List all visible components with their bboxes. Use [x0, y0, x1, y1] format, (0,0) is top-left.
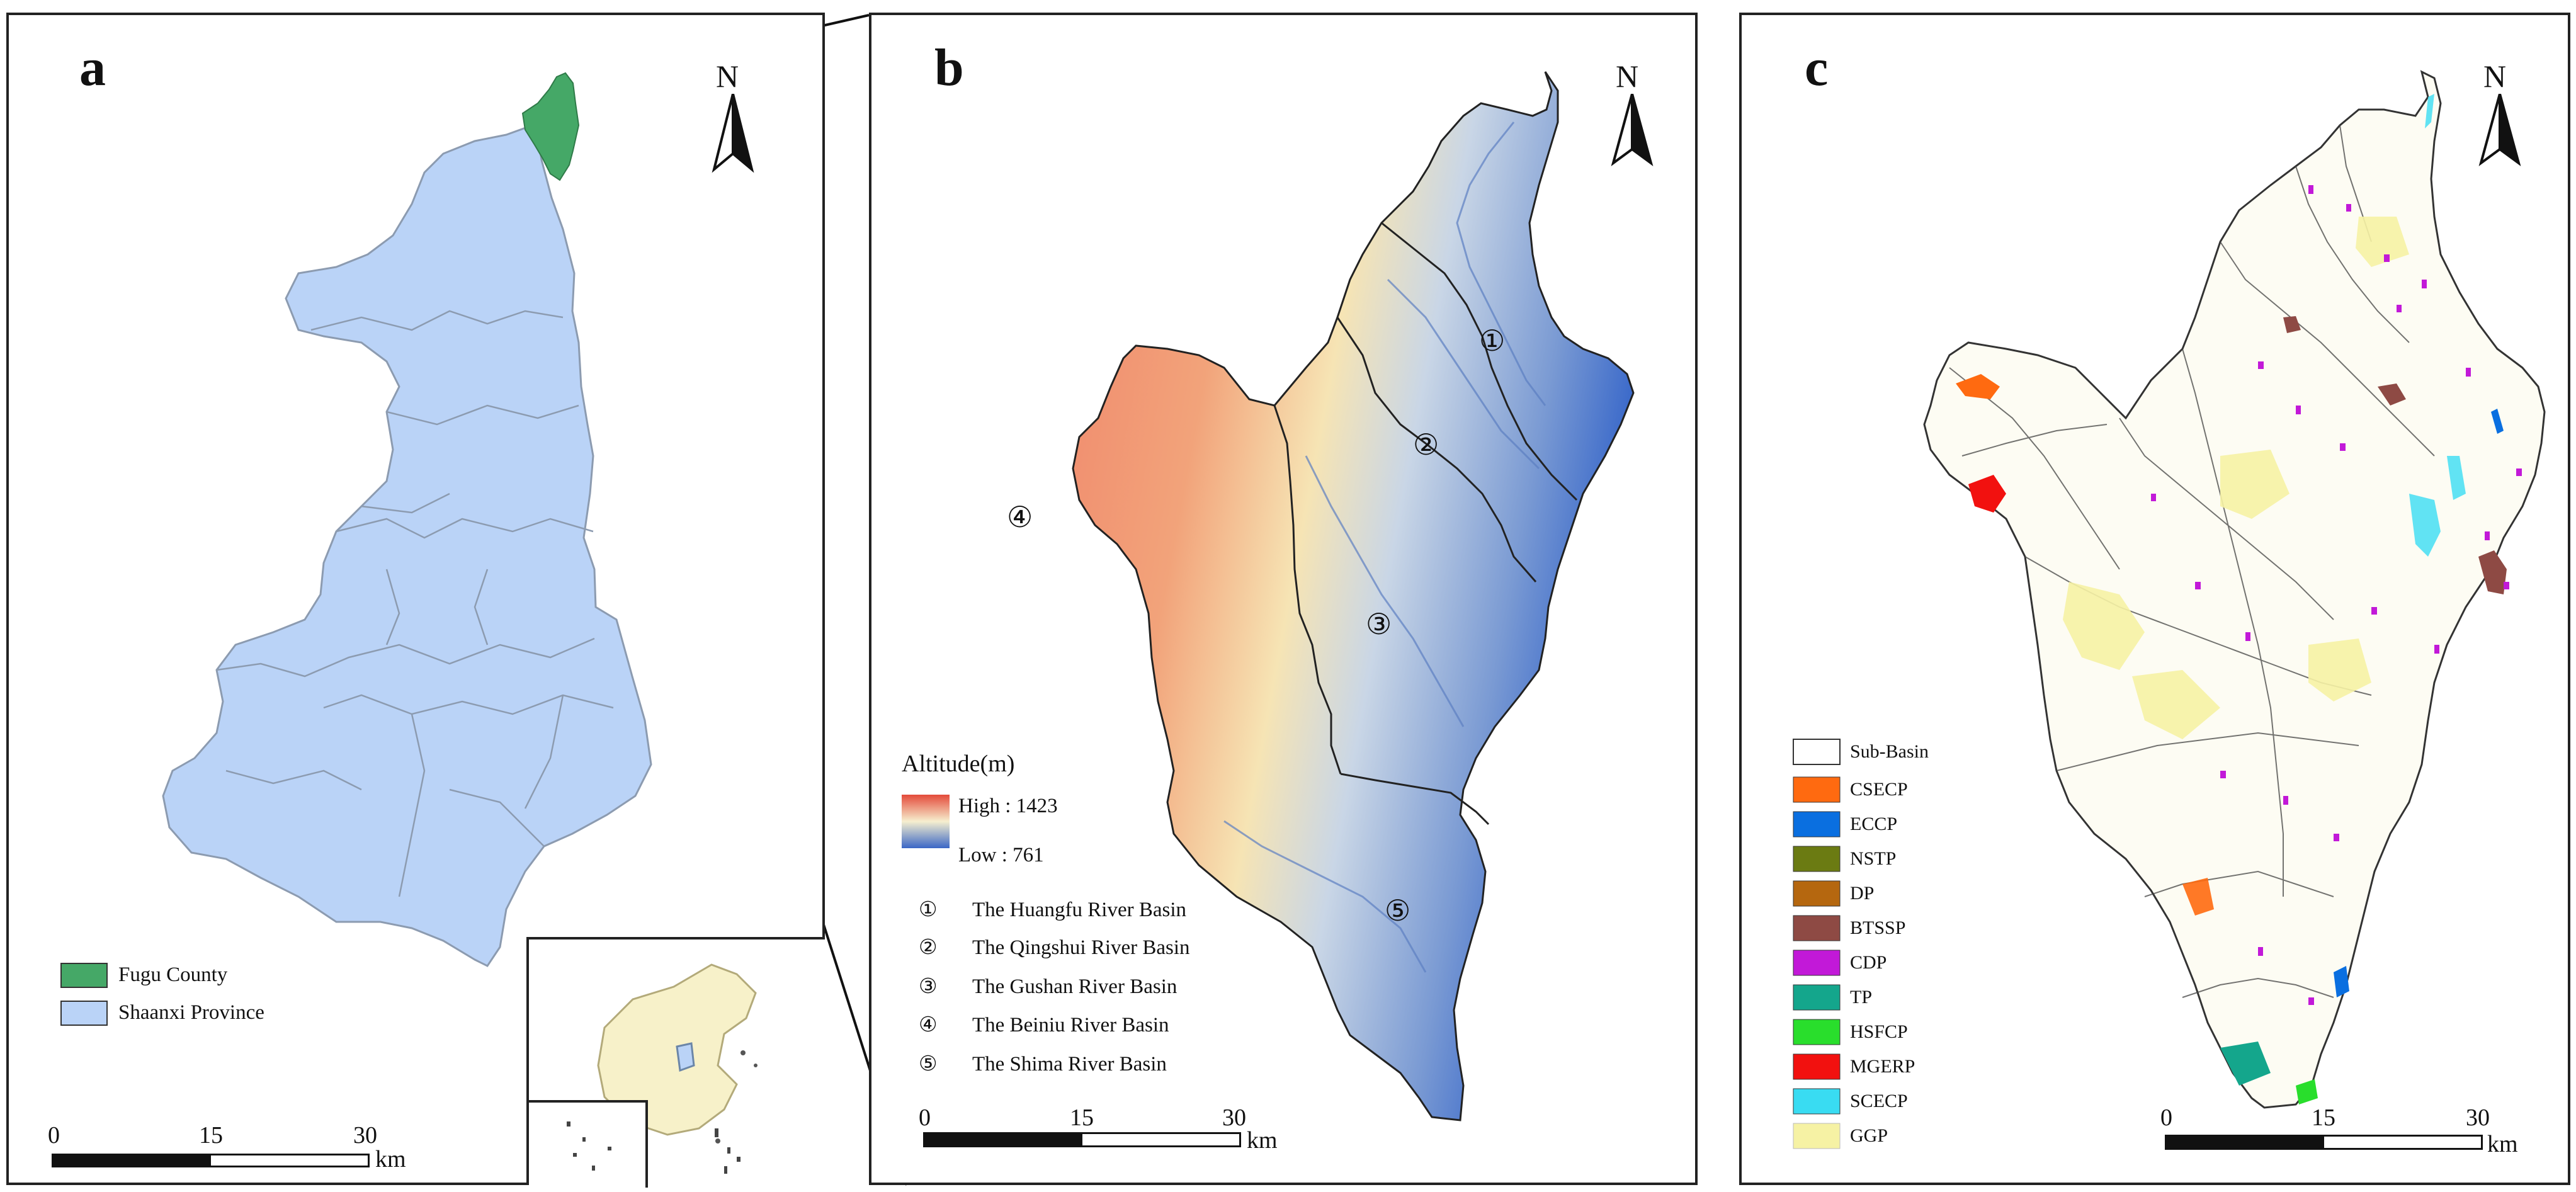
fugu-county-highlight: [521, 72, 580, 181]
panel-b-elevation-map: b: [869, 13, 1698, 1185]
basin-legend-num-1: ①: [919, 899, 938, 921]
basin-legend-name-4: The Beiniu River Basin: [972, 1014, 1169, 1036]
north-label-b: N: [1616, 59, 1639, 94]
scale-bar-b: [923, 1132, 1241, 1147]
basin-legend-num-3: ③: [919, 975, 938, 998]
legend-label-scecp: SCECP: [1850, 1091, 1908, 1111]
scale-tick-a-30: 30: [353, 1122, 377, 1149]
scale-tick-b-15: 15: [1070, 1104, 1094, 1131]
basin-legend-name-1: The Huangfu River Basin: [972, 899, 1187, 921]
soil-conservation-measures-map: [1793, 70, 2546, 1149]
altitude-legend-title: Altitude(m): [902, 751, 1015, 777]
legend-label-nstp: NSTP: [1850, 848, 1897, 869]
scale-tick-b-30: 30: [1222, 1104, 1246, 1131]
basin-legend-name-5: The Shima River Basin: [972, 1053, 1167, 1076]
scale-unit-b: km: [1247, 1127, 1278, 1154]
basin-legend-num-4: ④: [919, 1014, 938, 1036]
north-label-c: N: [2483, 59, 2507, 94]
north-arrow-icon: [1611, 94, 1654, 167]
legend-label-hsfcp: HSFCP: [1850, 1021, 1908, 1042]
scale-unit-a: km: [375, 1146, 406, 1172]
china-inset-map: [526, 937, 825, 1188]
basin-marker-2: ②: [1413, 429, 1439, 461]
altitude-colorbar: [902, 795, 950, 848]
scale-tick-a-0: 0: [48, 1122, 60, 1149]
legend-label-shaanxi: Shaanxi Province: [118, 1001, 264, 1024]
basin-marker-3: ③: [1366, 608, 1392, 640]
scale-tick-c-0: 0: [2160, 1104, 2172, 1131]
basin-marker-1: ①: [1479, 325, 1506, 357]
legend-label-eccp: ECCP: [1850, 814, 1898, 834]
scale-tick-a-15: 15: [199, 1122, 223, 1149]
legend-label-cdp: CDP: [1850, 952, 1887, 973]
scale-tick-c-15: 15: [2312, 1104, 2335, 1131]
shaanxi-province-map: [162, 72, 652, 967]
legend-label-fugu: Fugu County: [118, 963, 228, 986]
north-label-a: N: [716, 59, 739, 94]
legend-label-mgerp: MGERP: [1850, 1056, 1915, 1077]
scale-unit-c: km: [2487, 1131, 2518, 1157]
panel-c-label: c: [1805, 38, 1829, 97]
legend-swatch-shaanxi: [60, 1001, 108, 1026]
north-arrow-icon: [2478, 94, 2521, 167]
panel-b-label: b: [934, 38, 964, 97]
panel-a-label: a: [79, 38, 106, 97]
basin-legend-num-2: ②: [919, 936, 938, 959]
panel-c-measures-map: c: [1739, 13, 2570, 1185]
legend-label-ggp: GGP: [1850, 1125, 1888, 1146]
scale-bar-c: [2165, 1135, 2483, 1150]
south-china-sea-inset: [529, 1100, 648, 1188]
scale-tick-c-30: 30: [2466, 1104, 2490, 1131]
legend-label-subbasin: Sub-Basin: [1850, 741, 1929, 762]
scale-tick-b-0: 0: [919, 1104, 931, 1131]
basin-legend-num-5: ⑤: [919, 1053, 938, 1076]
basin-legend-name-3: The Gushan River Basin: [972, 975, 1177, 998]
legend-label-btssp: BTSSP: [1850, 917, 1906, 938]
panel-a-location-map: a N Fugu County Shaanxi Province: [6, 13, 825, 1188]
scale-bar-a: [52, 1154, 370, 1167]
basin-marker-5: ⑤: [1385, 895, 1411, 927]
north-arrow-icon: [712, 94, 754, 173]
legend-label-csecp: CSECP: [1850, 779, 1908, 800]
basin-legend-name-2: The Qingshui River Basin: [972, 936, 1190, 959]
legend-label-dp: DP: [1850, 883, 1875, 904]
altitude-high-label: High : 1423: [958, 795, 1058, 817]
altitude-low-label: Low : 761: [958, 844, 1044, 866]
basin-marker-4: ④: [1007, 501, 1033, 533]
legend-label-tp: TP: [1850, 987, 1873, 1008]
basin-elevation-map: [902, 71, 1635, 1121]
legend-swatch-fugu: [60, 963, 108, 988]
